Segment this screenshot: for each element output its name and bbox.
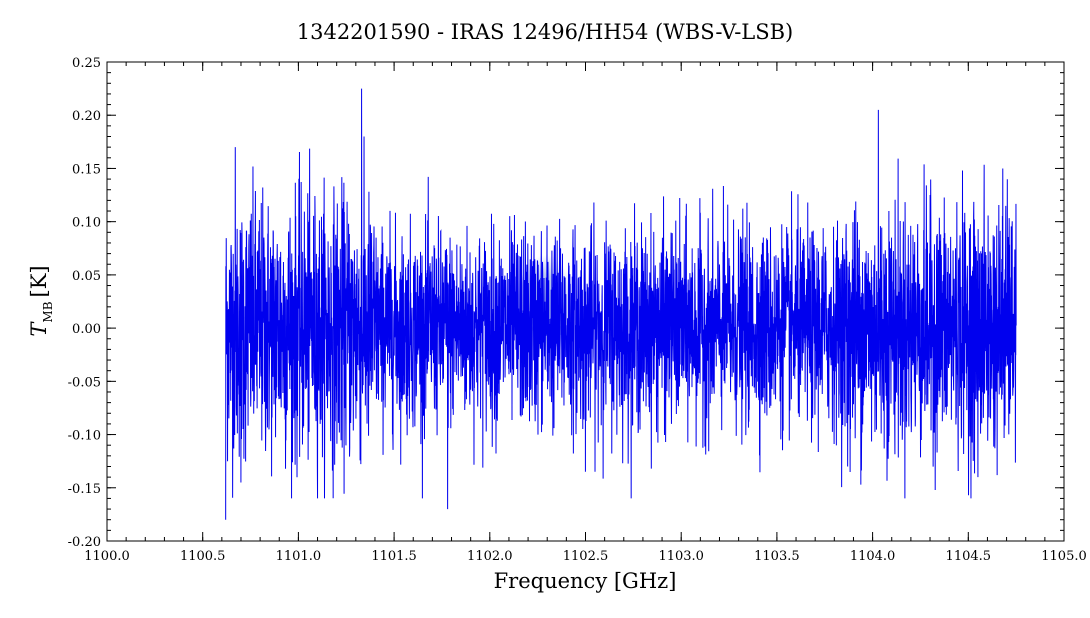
y-tick-label: 0.00 xyxy=(72,322,101,337)
x-axis-label: Frequency [GHz] xyxy=(494,569,677,593)
y-tick-label: 0.10 xyxy=(72,216,101,231)
x-axis: 1100.0 1100.5 1101.0 1101.5 1102.0 1102.5 1103… xyxy=(84,62,1087,564)
x-tick-label: 1101.5 xyxy=(371,549,417,564)
x-tick-label: 1100.5 xyxy=(180,549,226,564)
spectrum-series-line xyxy=(225,88,1017,520)
svg-text:TMB[K]: TMB [K] xyxy=(27,265,55,336)
y-axis-label-symbol: T xyxy=(27,321,51,337)
y-tick-label: 0.20 xyxy=(72,109,101,124)
y-tick-label: -0.05 xyxy=(68,375,101,390)
y-tick-label: -0.15 xyxy=(68,482,101,497)
x-tick-label: 1100.0 xyxy=(84,549,130,564)
x-tick-label: 1102.0 xyxy=(467,549,513,564)
x-tick-label: 1103.0 xyxy=(658,549,704,564)
x-tick-label: 1103.5 xyxy=(754,549,800,564)
y-tick-label: -0.20 xyxy=(68,535,101,550)
x-tick-label: 1101.0 xyxy=(276,549,322,564)
x-tick-label: 1104.5 xyxy=(946,549,992,564)
y-axis-label-unit: [K] xyxy=(27,265,51,297)
x-tick-label: 1105.0 xyxy=(1041,549,1087,564)
x-tick-label: 1102.5 xyxy=(563,549,609,564)
y-tick-label: -0.10 xyxy=(68,429,101,444)
y-tick-label: 0.15 xyxy=(72,162,101,177)
y-axis: -0.20 -0.15 -0.10 -0.05 0.00 0.05 0.10 0.15 0.20… xyxy=(68,56,1064,550)
y-axis-label-subscript: MB xyxy=(41,301,55,322)
chart-title: 1342201590 - IRAS 12496/HH54 (WBS-V-LSB) xyxy=(297,20,794,44)
y-tick-label: 0.25 xyxy=(72,56,101,71)
y-axis-label: TMB [K] xyxy=(27,265,55,336)
y-tick-label: 0.05 xyxy=(72,269,101,284)
x-tick-label: 1104.0 xyxy=(850,549,896,564)
